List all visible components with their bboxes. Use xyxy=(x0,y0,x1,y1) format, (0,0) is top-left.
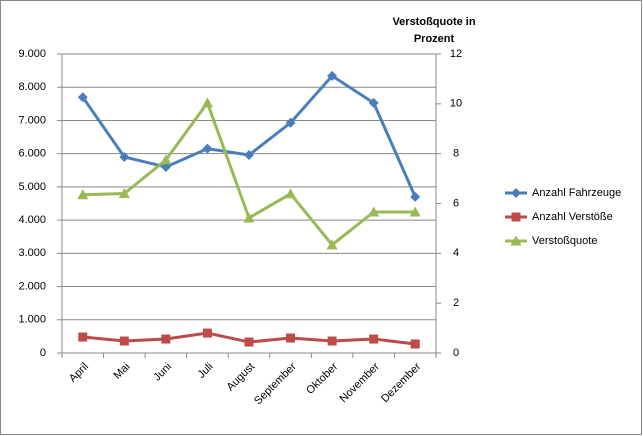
marker xyxy=(327,336,337,346)
marker xyxy=(410,339,420,349)
marker xyxy=(326,239,338,250)
marker xyxy=(368,206,380,217)
y2-tick-label: 4 xyxy=(453,247,459,259)
legend-marker xyxy=(510,235,522,246)
y2-tick-label: 6 xyxy=(453,197,459,209)
y-tick-label: 0 xyxy=(40,347,46,359)
y2-tick-label: 10 xyxy=(450,98,462,110)
marker xyxy=(327,70,338,81)
marker xyxy=(202,328,212,338)
y2-tick-label: 12 xyxy=(450,48,462,60)
marker xyxy=(369,334,379,344)
legend-label: Anzahl Fahrzeuge xyxy=(532,187,621,199)
marker xyxy=(244,149,254,160)
marker xyxy=(160,154,172,165)
legend-marker xyxy=(511,212,521,222)
marker xyxy=(410,191,421,202)
marker xyxy=(119,151,130,162)
legend-label: Verstoßquote xyxy=(532,235,597,247)
y-tick-label: 1.000 xyxy=(18,314,46,326)
y2-tick-label: 0 xyxy=(453,347,459,359)
marker xyxy=(119,336,129,346)
y-tick-label: 9.000 xyxy=(18,48,46,60)
y2-axis-title: Verstoßquote in Prozent xyxy=(392,16,476,45)
marker xyxy=(78,332,88,342)
marker xyxy=(243,212,255,223)
y-tick-label: 5.000 xyxy=(18,181,46,193)
y-tick-label: 3.000 xyxy=(18,247,46,259)
legend-marker xyxy=(511,188,521,198)
marker xyxy=(285,117,296,128)
y-tick-label: 8.000 xyxy=(18,81,46,93)
marker xyxy=(201,97,213,108)
marker xyxy=(244,337,254,347)
y2-tick-label: 2 xyxy=(453,297,459,309)
marker xyxy=(77,189,89,200)
marker xyxy=(161,334,171,344)
legend-label: Anzahl Verstöße xyxy=(532,211,613,223)
marker xyxy=(118,188,130,199)
marker xyxy=(286,333,296,343)
marker xyxy=(285,188,297,199)
marker xyxy=(368,97,379,108)
y-tick-label: 6.000 xyxy=(18,148,46,160)
marker xyxy=(202,143,213,154)
marker xyxy=(160,161,171,172)
marker xyxy=(77,92,88,103)
marker xyxy=(409,206,421,217)
y-tick-label: 7.000 xyxy=(18,114,46,126)
y-tick-label: 2.000 xyxy=(18,280,46,292)
y2-tick-label: 8 xyxy=(453,148,459,160)
y-tick-label: 4.000 xyxy=(18,214,46,226)
